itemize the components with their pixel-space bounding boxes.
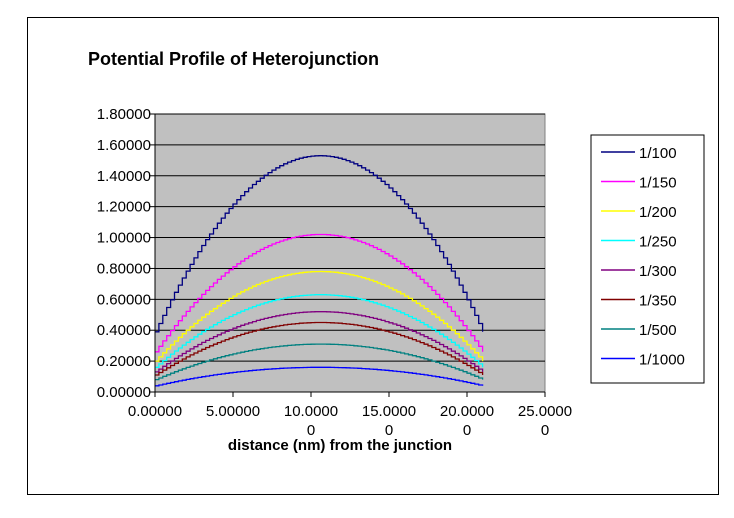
legend-label: 1/500 — [639, 322, 677, 339]
x-tick-label: 0.00000 — [128, 403, 182, 420]
x-tick-label: 10.0000 — [284, 403, 338, 420]
y-tick-label: 0.40000 — [97, 322, 151, 339]
legend — [590, 134, 705, 384]
legend-label: 1/300 — [639, 263, 677, 280]
series-line — [155, 155, 484, 333]
legend-label: 1/100 — [639, 145, 677, 162]
chart-area: Potential Profile of Heterojunction 0.00… — [27, 17, 719, 495]
x-tick-label-wrap: 0 — [307, 422, 315, 439]
series-line — [155, 270, 484, 362]
y-tick-label: 1.60000 — [97, 137, 151, 154]
x-tick-label: 25.0000 — [518, 403, 572, 420]
series-line — [155, 311, 484, 373]
x-axis: 0.00000 5.00000 10.0000 0 15.0000 0 20.0000 0 25… — [128, 391, 572, 439]
y-tick-label: 1.40000 — [97, 168, 151, 185]
series-lines — [155, 155, 484, 387]
legend-items: 1/100 1/150 1/200 1/250 1/300 1/350 1/500 1/100… — [601, 145, 685, 369]
series-line — [155, 233, 484, 353]
series-line — [155, 294, 484, 368]
series-line — [155, 321, 484, 376]
x-tick-label: 5.00000 — [206, 403, 260, 420]
legend-label: 1/1000 — [639, 352, 685, 369]
x-tick-label-wrap: 0 — [385, 422, 393, 439]
y-tick-label: 0.80000 — [97, 260, 151, 277]
y-tick-label: 1.20000 — [97, 199, 151, 216]
line-chart: Potential Profile of Heterojunction 0.00… — [88, 49, 705, 454]
x-axis-title: distance (nm) from the junction — [228, 437, 452, 454]
y-tick-label: 0.60000 — [97, 291, 151, 308]
y-tick-label: 0.00000 — [97, 384, 151, 401]
y-tick-label: 1.80000 — [97, 106, 151, 123]
plot-area — [154, 113, 546, 393]
legend-label: 1/350 — [639, 293, 677, 310]
x-tick-label-wrap: 0 — [463, 422, 471, 439]
x-tick-label: 15.0000 — [362, 403, 416, 420]
legend-label: 1/250 — [639, 234, 677, 251]
legend-label: 1/150 — [639, 175, 677, 192]
chart-title: Potential Profile of Heterojunction — [88, 49, 379, 69]
x-tick-label-wrap: 0 — [541, 422, 549, 439]
x-tick-label: 20.0000 — [440, 403, 494, 420]
y-tick-label: 1.00000 — [97, 230, 151, 247]
y-axis: 0.00000 0.20000 0.40000 0.60000 0.80000 1.000… — [97, 106, 156, 401]
legend-label: 1/200 — [639, 204, 677, 221]
series-line — [155, 343, 484, 381]
y-tick-label: 0.20000 — [97, 353, 151, 370]
series-line — [155, 366, 484, 387]
